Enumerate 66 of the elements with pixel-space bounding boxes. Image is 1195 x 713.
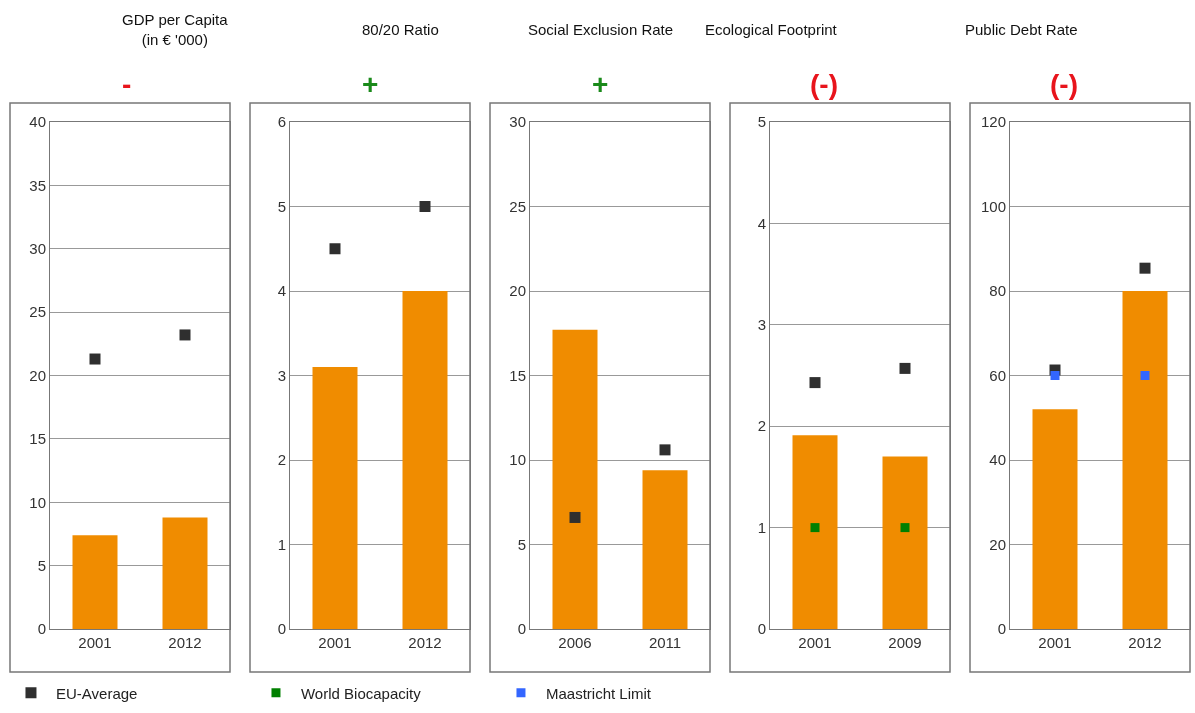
y-tick-label: 25 [509, 197, 526, 215]
y-tick-label: 5 [37, 556, 46, 574]
x-tick-label: 2012 [1128, 634, 1162, 651]
point [899, 362, 911, 374]
y-tick-label: 6 [277, 113, 286, 131]
y-tick-label: 30 [29, 240, 46, 257]
x-tick-label: 2001 [78, 634, 112, 651]
legend-label: World Biocapacity [300, 684, 422, 702]
y-tick-label: 40 [29, 113, 46, 131]
y-tick-label: 4 [277, 282, 286, 300]
text: + [592, 69, 609, 100]
legend-label: EU-Average [55, 684, 138, 702]
chart-title: GDP per Capita (in € '000) [122, 11, 229, 48]
y-tick-label: 20 [989, 535, 1006, 553]
y-tick-label: 5 [517, 535, 526, 553]
point [809, 377, 821, 389]
chart-title: Ecological Footprint [705, 21, 838, 38]
x-tick-label: 2001 [1038, 634, 1072, 651]
y-tick-label: 0 [757, 620, 766, 638]
x-tick-label: 2012 [168, 634, 202, 651]
y-tick-label: 120 [980, 113, 1006, 131]
point [900, 523, 910, 533]
y-tick-label: 0 [277, 620, 286, 638]
x-tick-label: 2012 [408, 634, 442, 651]
text: + [362, 69, 379, 100]
y-tick-label: 100 [980, 197, 1006, 215]
point [1139, 262, 1151, 274]
y-tick-label: 20 [29, 366, 46, 384]
chart-title: Social Exclusion Rate [528, 21, 674, 38]
y-tick-label: 60 [989, 366, 1006, 384]
text: (-) [810, 69, 838, 100]
y-tick-label: 30 [509, 113, 526, 131]
x-tick-label: 2001 [318, 634, 352, 651]
y-tick-label: 2 [277, 451, 286, 469]
y-tick-label: 1 [277, 535, 286, 553]
x-tick-label: 2009 [888, 634, 922, 651]
y-tick-label: 3 [757, 316, 766, 334]
x-tick-label: 2001 [798, 634, 832, 651]
y-tick-label: 3 [277, 366, 286, 384]
y-tick-label: 4 [757, 214, 766, 232]
y-tick-label: 10 [509, 451, 526, 469]
y-tick-label: 35 [29, 176, 46, 194]
y-tick-label: 0 [37, 620, 46, 638]
y-tick-label: 80 [989, 282, 1006, 300]
y-tick-label: 15 [29, 430, 46, 448]
point [1050, 371, 1060, 380]
y-tick-label: 1 [757, 518, 766, 536]
chart-title: 80/20 Ratio [362, 21, 439, 38]
y-tick-label: 0 [517, 620, 526, 638]
y-tick-label: 25 [29, 303, 46, 321]
y-tick-label: 20 [509, 282, 526, 300]
y-tick-label: 15 [509, 366, 526, 384]
y-tick-label: 10 [29, 493, 46, 511]
y-tick-label: 0 [997, 620, 1006, 638]
y-tick-label: 40 [989, 451, 1006, 469]
text: - [122, 69, 132, 100]
legend-label: Maastricht Limit [545, 684, 652, 702]
y-tick-label: 5 [277, 197, 286, 215]
point [1140, 371, 1150, 380]
x-tick-label: 2011 [648, 634, 682, 651]
y-tick-label: 5 [757, 113, 766, 131]
x-tick-label: 2006 [558, 634, 592, 651]
y-tick-label: 2 [757, 417, 766, 435]
chart-title: Public Debt Rate [965, 21, 1078, 38]
point [810, 523, 820, 533]
text: (-) [1050, 69, 1078, 100]
